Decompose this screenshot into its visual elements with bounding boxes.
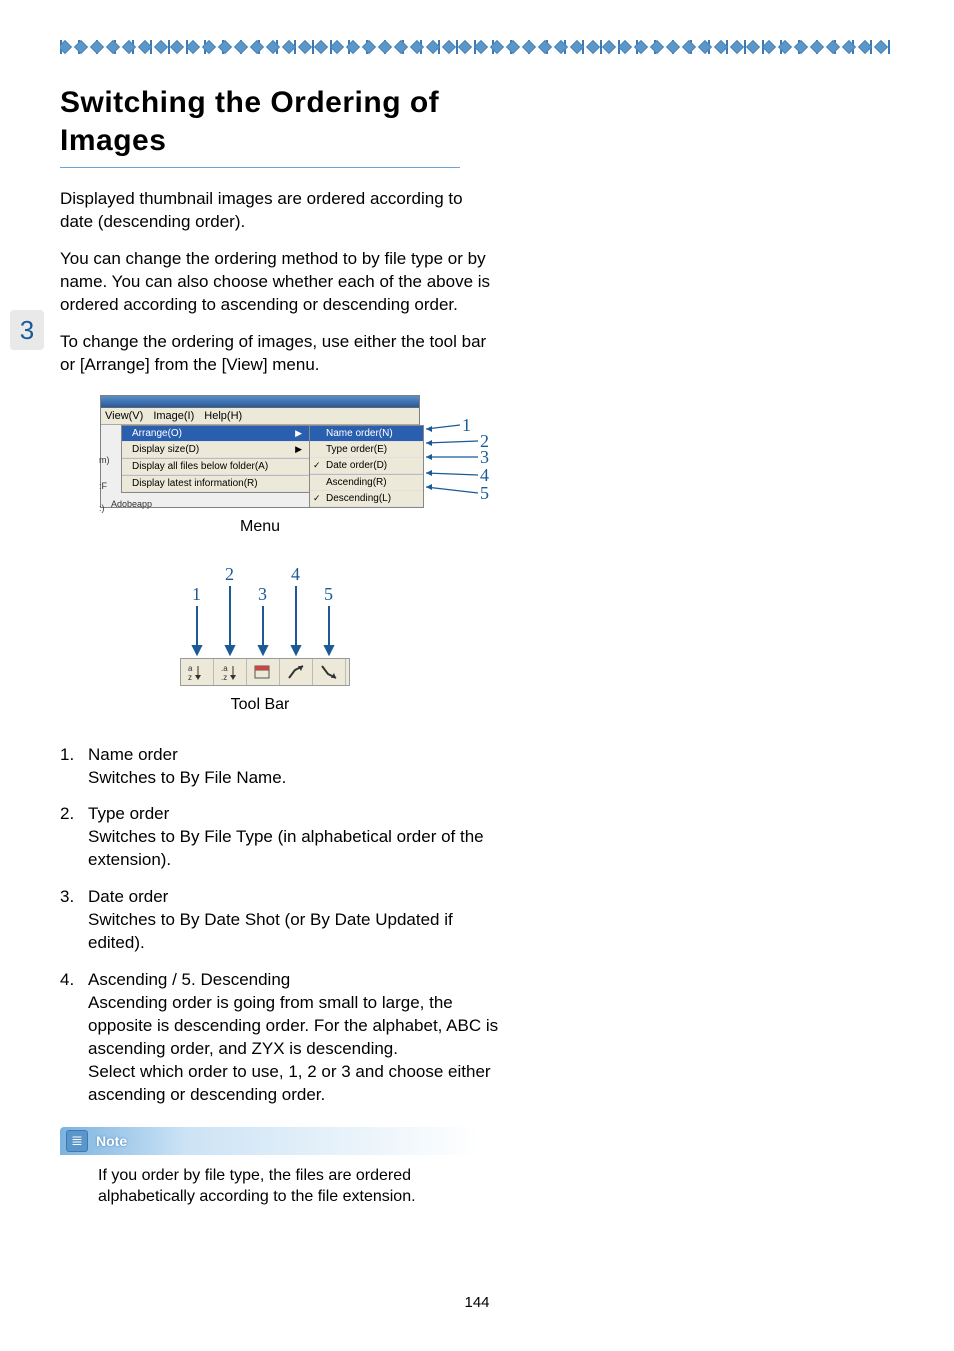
submenu-ascending[interactable]: Ascending(R) [310,474,423,491]
note-header: ≣ Note [60,1127,480,1155]
note-icon: ≣ [66,1130,88,1152]
svg-text:.z: .z [221,673,227,682]
section-number-badge: 3 [10,310,44,350]
list-num-3: 3. [60,886,74,909]
list-item-3: 3. Date order Switches to By Date Shot (… [60,886,500,955]
note-title: Note [96,1133,127,1149]
decorative-diamond-bar [60,40,894,54]
list-num-1: 1. [60,744,74,767]
submenu-date-order[interactable]: ✓Date order(D) [310,458,423,474]
menu-arrange[interactable]: Arrange(O)▶ [122,426,320,442]
page-number: 144 [0,1294,954,1311]
svg-text:z: z [188,673,192,682]
menubar-image[interactable]: Image(I) [153,410,194,422]
name-order-icon: az [186,662,208,682]
toolbar-callout-5: 5 [324,584,333,605]
list-item-2: 2. Type order Switches to By File Type (… [60,803,500,872]
type-order-icon: .a.z [219,662,241,682]
menu-display-all[interactable]: Display all files below folder(A) [122,458,320,475]
toolbar-strip: az .a.z [180,658,350,686]
intro-paragraph-3: To change the ordering of images, use ei… [60,331,500,377]
view-dropdown: Arrange(O)▶ Display size(D)▶ Display all… [121,425,321,493]
toolbar-callout-3: 3 [258,584,267,605]
title-underline [60,167,460,168]
toolbar-name-order-button[interactable]: az [181,659,214,685]
svg-text:.a: .a [221,664,228,673]
menubar: View(V) Image(I) Help(H) [101,408,419,425]
window-titlebar [101,396,419,408]
menu-display-latest[interactable]: Display latest information(R) [122,475,320,492]
toolbar-descending-button[interactable] [313,659,346,685]
note-body: If you order by file type, the files are… [60,1155,480,1208]
arrange-submenu: Name order(N) Type order(E) ✓Date order(… [309,425,424,508]
list-num-2: 2. [60,803,74,826]
toolbar-caption: Tool Bar [60,696,460,714]
toolbar-callout-1: 1 [192,584,201,605]
toolbar-ascending-button[interactable] [280,659,313,685]
note-box: ≣ Note If you order by file type, the fi… [60,1127,480,1208]
callout-1: 1 [462,415,471,436]
callout-5: 5 [480,483,489,504]
submenu-name-order[interactable]: Name order(N) [310,426,423,442]
submenu-descending[interactable]: ✓Descending(L) [310,491,423,507]
menubar-view[interactable]: View(V) [105,410,143,422]
toolbar-callout-arrows [180,566,350,658]
toolbar-figure: 1 2 3 4 5 az .a.z [180,566,350,686]
menubar-help[interactable]: Help(H) [204,410,242,422]
ascending-icon [285,662,307,682]
intro-paragraph-2: You can change the ordering method to by… [60,248,500,317]
toolbar-date-order-button[interactable] [247,659,280,685]
toolbar-callout-2: 2 [225,564,234,585]
intro-paragraph-1: Displayed thumbnail images are ordered a… [60,188,500,234]
menu-caption: Menu [60,518,460,536]
date-order-icon [252,662,274,682]
list-item-1: 1. Name order Switches to By File Name. [60,744,500,790]
list-num-4: 4. [60,969,74,992]
list-item-4: 4. Ascending / 5. Descending Ascending o… [60,969,500,1107]
cropped-bottom-text: Adobeapp [111,499,152,509]
menu-figure: View(V) Image(I) Help(H) m) :F :) Arrang… [100,395,460,508]
menu-window: View(V) Image(I) Help(H) m) :F :) Arrang… [100,395,420,508]
cropped-left-text: m) :F :) [99,453,109,507]
menu-display-size[interactable]: Display size(D)▶ [122,442,320,458]
descending-icon [318,662,340,682]
toolbar-callout-4: 4 [291,564,300,585]
toolbar-type-order-button[interactable]: .a.z [214,659,247,685]
svg-text:a: a [188,664,193,673]
submenu-type-order[interactable]: Type order(E) [310,442,423,458]
page-title: Switching the Ordering of Images [60,84,500,159]
